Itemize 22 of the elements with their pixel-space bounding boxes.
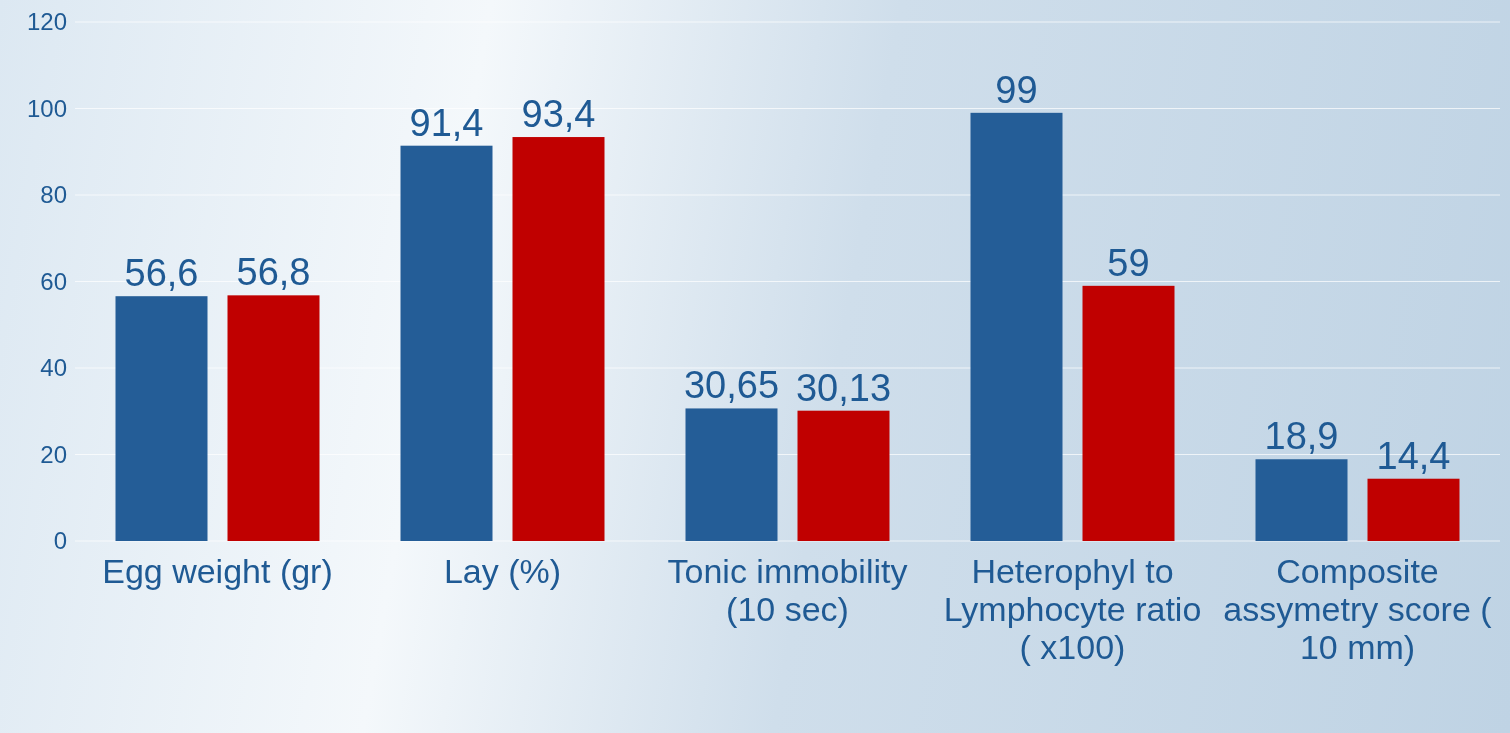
y-tick-label: 0 — [53, 527, 67, 555]
data-label: 30,13 — [795, 366, 892, 409]
data-label: 30,65 — [683, 364, 780, 407]
data-label: 18,9 — [1264, 415, 1339, 458]
data-label: 14,4 — [1376, 434, 1451, 477]
y-tick-label: 80 — [40, 181, 67, 209]
x-tick-label: Heterophyl to Lymphocyte ratio ( x100) — [943, 552, 1202, 666]
data-label: 56,8 — [236, 251, 311, 294]
data-label: 91,4 — [409, 101, 484, 144]
data-label: 93,4 — [521, 93, 596, 136]
x-tick-label: Lay (%) — [443, 552, 562, 590]
x-tick-label: Composite assymetry score ( 10 mm) — [1223, 552, 1493, 666]
data-label: 99 — [995, 68, 1038, 111]
y-tick-label: 60 — [40, 267, 67, 295]
data-label: 56,6 — [124, 252, 199, 295]
y-tick-label: 120 — [26, 8, 67, 36]
y-tick-label: 20 — [40, 440, 67, 468]
x-tick-label: Tonic immobility (10 sec) — [667, 552, 908, 628]
y-tick-label: 40 — [40, 354, 67, 382]
data-label: 59 — [1107, 241, 1150, 284]
y-tick-label: 100 — [26, 94, 67, 122]
x-tick-label: Egg weight (gr) — [102, 552, 333, 590]
